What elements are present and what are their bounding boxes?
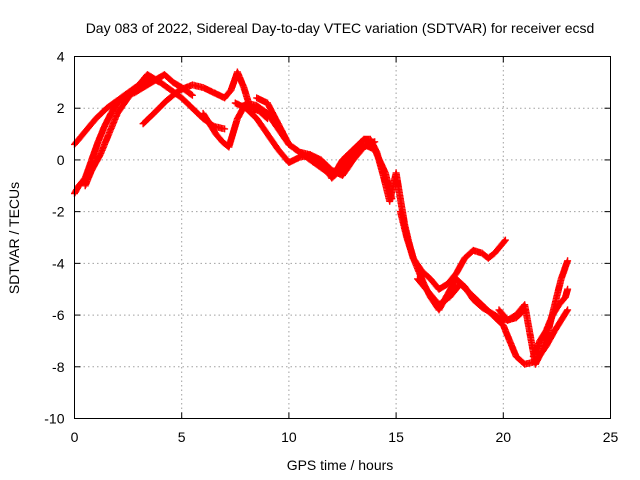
x-tick-label: 25 (603, 429, 619, 445)
y-tick-label: -4 (52, 255, 65, 271)
x-tick-label: 5 (178, 429, 186, 445)
chart-title: Day 083 of 2022, Sidereal Day-to-day VTE… (86, 20, 595, 36)
series-arc-1 (71, 71, 196, 148)
y-tick-label: -2 (52, 204, 65, 220)
y-tick-label: 2 (57, 100, 65, 116)
x-tick-label: 20 (496, 429, 512, 445)
plot-frame (74, 56, 611, 419)
x-tick-label: 15 (388, 429, 404, 445)
y-tick-label: -8 (52, 359, 65, 375)
y-tick-label: 0 (57, 152, 65, 168)
x-tick-label: 10 (281, 429, 297, 445)
y-axis-label: SDTVAR / TECUs (6, 182, 22, 294)
x-tick-label: 0 (71, 429, 79, 445)
series-arc-12 (529, 285, 572, 360)
y-tick-label: -6 (52, 307, 65, 323)
y-tick-label: 4 (57, 49, 65, 65)
series-trace (397, 209, 509, 292)
axes: 0 5 10 15 20 25 -10 -8 -6 -4 -2 0 2 4 (44, 49, 618, 446)
series-arc-5 (199, 99, 336, 179)
data-series (71, 68, 572, 368)
series-trace (200, 99, 335, 179)
series-trace (530, 287, 571, 359)
series-arc-9 (396, 208, 509, 293)
series-trace (71, 71, 195, 147)
y-tick-label: -10 (44, 411, 64, 427)
x-axis-label: GPS time / hours (287, 457, 394, 473)
